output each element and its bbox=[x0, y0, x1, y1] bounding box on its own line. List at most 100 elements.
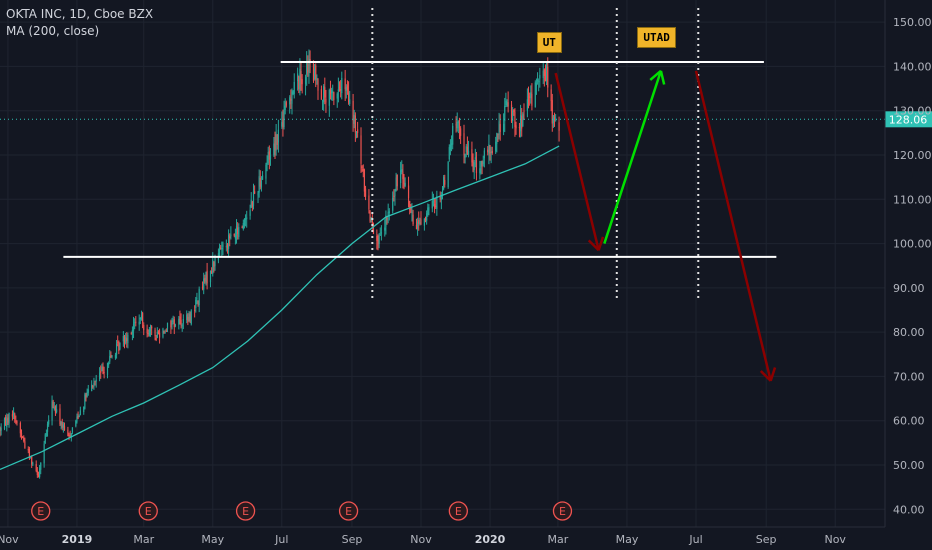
candle-body bbox=[354, 115, 356, 133]
candle bbox=[115, 340, 118, 359]
candle-body bbox=[69, 435, 71, 437]
candle-body bbox=[98, 372, 101, 380]
candle bbox=[496, 132, 498, 153]
candle bbox=[27, 446, 29, 454]
candle bbox=[333, 91, 335, 106]
candle-body bbox=[363, 169, 366, 192]
candle-body bbox=[448, 147, 450, 160]
candle-body bbox=[456, 121, 458, 129]
candle-body bbox=[352, 100, 354, 121]
candle bbox=[435, 198, 437, 210]
candle bbox=[20, 429, 23, 440]
candle-body bbox=[246, 217, 248, 219]
candle bbox=[316, 74, 318, 85]
candle bbox=[546, 61, 548, 86]
earnings-marker: E bbox=[338, 501, 359, 521]
candle-body bbox=[126, 338, 128, 342]
candle-body bbox=[218, 247, 221, 257]
candle-body bbox=[76, 416, 78, 422]
candle-body bbox=[242, 223, 244, 230]
candle-body bbox=[274, 141, 276, 150]
candle bbox=[489, 145, 491, 161]
candle bbox=[269, 148, 272, 166]
candle bbox=[156, 327, 158, 339]
candle-body bbox=[118, 341, 120, 351]
candle bbox=[490, 146, 492, 164]
candle bbox=[0, 423, 2, 436]
candle-body bbox=[91, 384, 93, 391]
candle bbox=[118, 340, 120, 355]
candle bbox=[254, 185, 256, 195]
candle bbox=[542, 62, 544, 85]
candle-body bbox=[410, 206, 412, 213]
candle bbox=[55, 404, 58, 414]
symbol-title[interactable]: OKTA INC, 1D, Cboe BZX bbox=[6, 7, 154, 21]
candle-body bbox=[130, 333, 132, 335]
candle-body bbox=[546, 63, 548, 82]
candle-body bbox=[402, 171, 404, 179]
candle bbox=[37, 471, 40, 478]
candle-body bbox=[250, 199, 252, 208]
candle-body bbox=[249, 209, 251, 216]
indicator-label[interactable]: MA (200, close) bbox=[6, 24, 100, 38]
candle-body bbox=[392, 197, 394, 211]
candle-body bbox=[315, 65, 317, 80]
candle-body bbox=[291, 92, 293, 104]
candle-body bbox=[162, 328, 164, 337]
candle-body bbox=[243, 219, 246, 226]
candle bbox=[439, 191, 441, 203]
candle bbox=[125, 332, 127, 345]
candle-body bbox=[551, 100, 553, 124]
candle-body bbox=[396, 174, 398, 187]
x-tick-label: Sep bbox=[342, 533, 363, 546]
candle bbox=[495, 136, 497, 155]
candle-body bbox=[86, 391, 88, 397]
candle-body bbox=[151, 326, 153, 329]
candle bbox=[480, 160, 482, 175]
candle-body bbox=[44, 434, 46, 443]
y-tick-label: 50.00 bbox=[893, 459, 925, 472]
candle bbox=[0, 426, 1, 437]
candle bbox=[363, 168, 366, 197]
candle-body bbox=[418, 219, 420, 224]
candle bbox=[7, 414, 9, 426]
candle bbox=[321, 99, 324, 110]
candle bbox=[235, 219, 238, 244]
candle-body bbox=[148, 329, 150, 336]
x-tick-label: May bbox=[616, 533, 639, 546]
candle-body bbox=[0, 429, 1, 432]
candle bbox=[228, 229, 230, 257]
candle-body bbox=[182, 319, 184, 324]
candle bbox=[449, 139, 452, 156]
candle-body bbox=[427, 207, 429, 215]
candle bbox=[427, 203, 429, 217]
candle-body bbox=[409, 200, 411, 210]
candle-body bbox=[379, 234, 381, 236]
candle-body bbox=[388, 211, 390, 214]
candle bbox=[360, 127, 362, 173]
candle bbox=[538, 78, 540, 92]
arrow-head bbox=[759, 370, 772, 382]
candle bbox=[140, 310, 143, 321]
candle bbox=[283, 100, 285, 130]
candle bbox=[441, 186, 444, 200]
candle-body bbox=[157, 331, 160, 334]
candle bbox=[387, 203, 389, 224]
candle-body bbox=[372, 225, 375, 234]
candle-body bbox=[226, 245, 229, 248]
candle-body bbox=[61, 421, 63, 428]
candle bbox=[325, 89, 327, 113]
candle-body bbox=[450, 143, 453, 146]
candle-body bbox=[428, 207, 430, 211]
candle bbox=[100, 365, 102, 379]
x-tick-label: Nov bbox=[410, 533, 432, 546]
candle bbox=[164, 329, 166, 334]
candle-body bbox=[20, 432, 23, 437]
candle bbox=[377, 234, 379, 251]
candle bbox=[31, 455, 33, 469]
candle bbox=[250, 192, 252, 208]
candle bbox=[465, 144, 467, 158]
candle bbox=[174, 323, 177, 328]
